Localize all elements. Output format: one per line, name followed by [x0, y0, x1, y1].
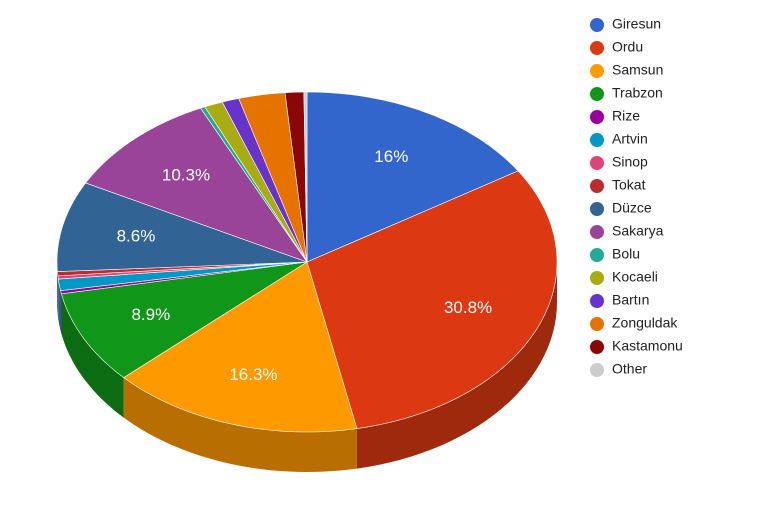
- legend-swatch: [590, 179, 604, 193]
- legend-label: Rize: [612, 108, 640, 124]
- legend-label: Tokat: [612, 177, 646, 193]
- value-label: 8.9%: [131, 305, 170, 324]
- legend-swatch: [590, 202, 604, 216]
- legend-swatch: [590, 363, 604, 377]
- legend-swatch: [590, 64, 604, 78]
- legend-label: Sakarya: [612, 223, 664, 239]
- legend-swatch: [590, 18, 604, 32]
- legend-label: Düzce: [612, 200, 652, 216]
- legend-label: Samsun: [612, 62, 663, 78]
- slice-side: [61, 291, 62, 334]
- legend-label: Giresun: [612, 16, 661, 32]
- legend-label: Bolu: [612, 246, 640, 262]
- legend-label: Other: [612, 361, 647, 377]
- legend-swatch: [590, 87, 604, 101]
- legend-swatch: [590, 41, 604, 55]
- legend-swatch: [590, 133, 604, 147]
- legend-label: Zonguldak: [612, 315, 678, 331]
- legend-label: Sinop: [612, 154, 648, 170]
- legend-label: Ordu: [612, 39, 643, 55]
- legend-label: Artvin: [612, 131, 648, 147]
- legend-label: Bartın: [612, 292, 649, 308]
- value-label: 16%: [374, 147, 408, 166]
- legend-label: Kastamonu: [612, 338, 683, 354]
- legend-swatch: [590, 294, 604, 308]
- legend-swatch: [590, 248, 604, 262]
- legend-label: Kocaeli: [612, 269, 658, 285]
- legend-swatch: [590, 110, 604, 124]
- legend-swatch: [590, 225, 604, 239]
- legend-label: Trabzon: [612, 85, 663, 101]
- legend-swatch: [590, 156, 604, 170]
- value-label: 16.3%: [229, 365, 277, 384]
- legend-swatch: [590, 271, 604, 285]
- legend-swatch: [590, 317, 604, 331]
- value-label: 10.3%: [162, 166, 210, 185]
- legend-swatch: [590, 340, 604, 354]
- value-label: 8.6%: [117, 226, 156, 245]
- value-label: 30.8%: [444, 298, 492, 317]
